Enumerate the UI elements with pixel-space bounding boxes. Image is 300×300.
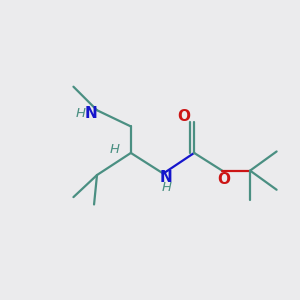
Text: H: H <box>76 107 86 120</box>
Text: H: H <box>110 143 120 157</box>
Text: O: O <box>217 172 230 187</box>
Text: N: N <box>160 170 172 185</box>
Text: H: H <box>161 181 171 194</box>
Text: N: N <box>85 106 98 121</box>
Text: O: O <box>177 109 190 124</box>
